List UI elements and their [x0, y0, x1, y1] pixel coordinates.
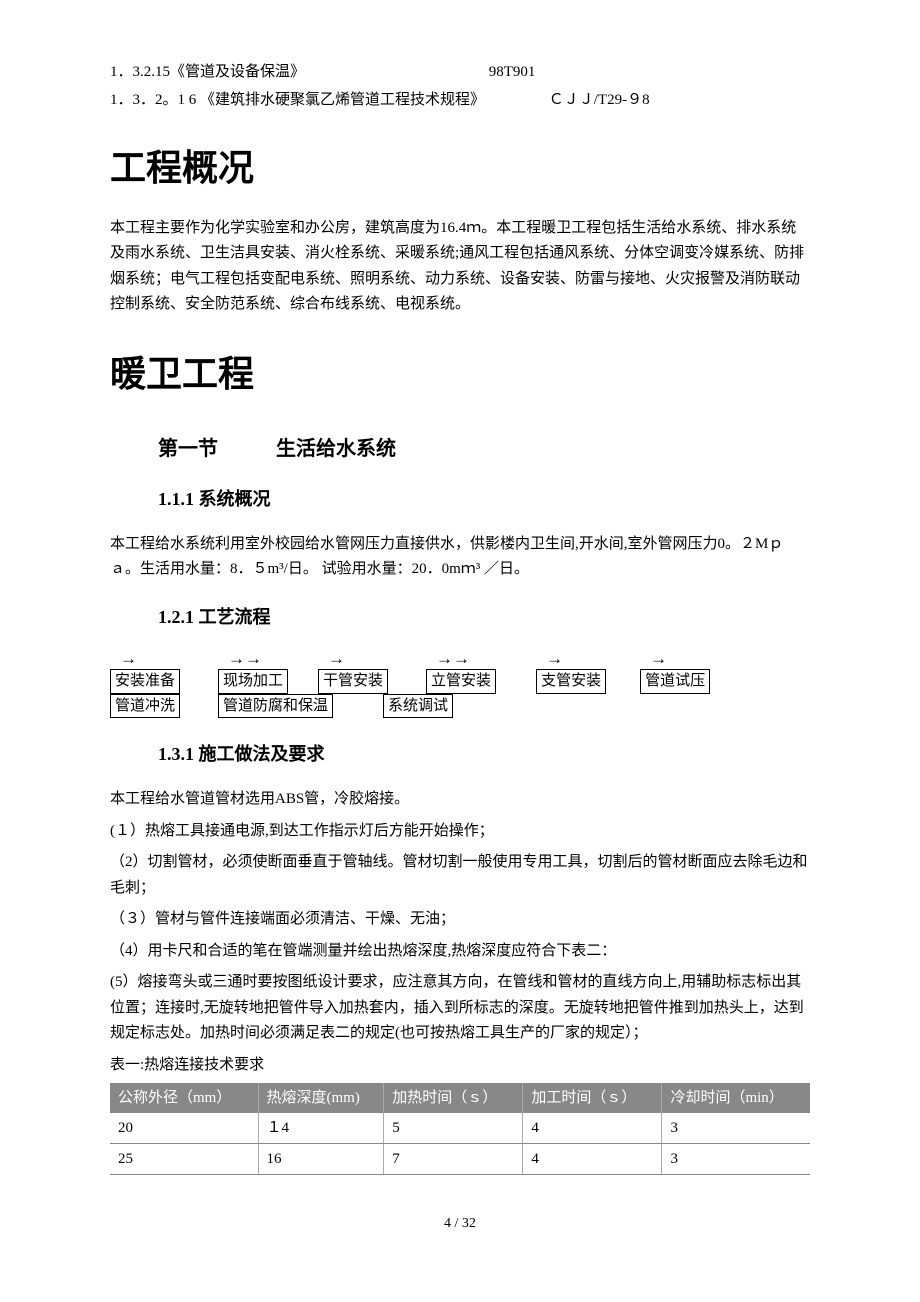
ref-code-2: ＣＪＪ/T29-９8 — [549, 88, 650, 112]
flow-step: → 管道试压 — [640, 650, 710, 694]
flow-step: → 安装准备 — [110, 650, 180, 694]
overview-paragraph: 本工程主要作为化学实验室和办公房，建筑高度为16.4ｍ。本工程暖卫工程包括生活给… — [110, 216, 810, 318]
heading-hvac: 暖卫工程 — [110, 346, 810, 404]
paragraph-1-3-1: 本工程给水管道管材选用ABS管，冷胶熔接。 (１）热熔工具接通电源,到达工作指示灯… — [110, 787, 810, 1047]
flow-box: 现场加工 — [218, 669, 288, 694]
table-cell: 25 — [110, 1143, 258, 1174]
flow-step: → 支管安装 — [536, 650, 606, 694]
flow-box: 立管安装 — [426, 669, 496, 694]
heading-overview: 工程概况 — [110, 140, 810, 198]
hot-melt-table: 公称外径（mm）热熔深度(mm)加热时间（ｓ）加工时间（ｓ）冷却时间（min） … — [110, 1083, 810, 1175]
table-row: 2516743 — [110, 1143, 810, 1174]
flow-step: →→ 现场加工 — [218, 650, 288, 694]
reference-line-1: 1．3.2.15《管道及设备保温》 98T901 — [110, 60, 810, 84]
ref-label-1: 1．3.2.15《管道及设备保温》 — [110, 64, 305, 80]
flow-row-2: 管道冲洗 管道防腐和保温 系统调试 — [110, 694, 810, 719]
table-header-cell: 加工时间（ｓ） — [523, 1083, 662, 1113]
procedure-line: (5）熔接弯头或三通时要按图纸设计要求，应注意其方向，在管线和管材的直线方向上,… — [110, 970, 810, 1047]
procedure-line: （4）用卡尺和合适的笔在管端测量并绘出热熔深度,热熔深度应符合下表二： — [110, 939, 810, 965]
page-footer: 4 / 32 — [110, 1213, 810, 1235]
table-caption: 表一:热熔连接技术要求 — [110, 1053, 810, 1077]
arrow-icon: → — [640, 650, 667, 667]
flow-box: 系统调试 — [383, 694, 453, 719]
flow-box: 管道防腐和保温 — [218, 694, 333, 719]
table-cell: 4 — [523, 1143, 662, 1174]
table-row: 20１4543 — [110, 1113, 810, 1144]
section-1-title: 生活给水系统 — [276, 438, 396, 460]
flow-row-1: → 安装准备 →→ 现场加工 → 干管安装 →→ 立管安装 → 支管安装 → 管道试压 — [110, 650, 810, 694]
flow-box: 管道试压 — [640, 669, 710, 694]
subheading-1-2-1: 1.2.1 工艺流程 — [110, 603, 810, 632]
flow-step: →→ 立管安装 — [426, 650, 496, 694]
table-body: 20１45432516743 — [110, 1113, 810, 1175]
procedure-line: 本工程给水管道管材选用ABS管，冷胶熔接。 — [110, 787, 810, 813]
subheading-1-1-1: 1.1.1 系统概况 — [110, 485, 810, 514]
table-cell: 3 — [662, 1143, 810, 1174]
flow-box: 支管安装 — [536, 669, 606, 694]
table-header-row: 公称外径（mm）热熔深度(mm)加热时间（ｓ）加工时间（ｓ）冷却时间（min） — [110, 1083, 810, 1113]
process-flow-diagram: → 安装准备 →→ 现场加工 → 干管安装 →→ 立管安装 → 支管安装 → 管道试压 管道冲洗 管道防… — [110, 650, 810, 719]
section-1-number: 第一节 — [158, 438, 218, 460]
table-cell: 5 — [384, 1113, 523, 1144]
procedure-line: （2）切割管材，必须使断面垂直于管轴线。管材切割一般使用专用工具，切割后的管材断… — [110, 850, 810, 901]
arrow-icon: → — [536, 650, 563, 667]
table-header-cell: 公称外径（mm） — [110, 1083, 258, 1113]
table-header-cell: 冷却时间（min） — [662, 1083, 810, 1113]
table-cell: 7 — [384, 1143, 523, 1174]
arrow-icon: → — [110, 650, 137, 667]
table-cell: 4 — [523, 1113, 662, 1144]
paragraph-1-1-1: 本工程给水系统利用室外校园给水管网压力直接供水，供影楼内卫生间,开水间,室外管网… — [110, 532, 810, 583]
flow-step: 管道防腐和保温 — [218, 694, 333, 719]
subheading-1-3-1: 1.3.1 施工做法及要求 — [110, 740, 810, 769]
table-cell: 3 — [662, 1113, 810, 1144]
procedure-line: （３）管材与管件连接端面必须清洁、干燥、无油； — [110, 907, 810, 933]
ref-code-1: 98T901 — [489, 60, 536, 84]
procedure-line: (１）热熔工具接通电源,到达工作指示灯后方能开始操作； — [110, 819, 810, 845]
flow-box: 安装准备 — [110, 669, 180, 694]
flow-step: 管道冲洗 — [110, 694, 180, 719]
flow-box: 干管安装 — [318, 669, 388, 694]
table-header-cell: 热熔深度(mm) — [258, 1083, 384, 1113]
arrow-icon: →→ — [218, 650, 262, 667]
ref-label-2: 1．3．2。1 6 《建筑排水硬聚氯乙烯管道工程技术规程》 — [110, 92, 485, 108]
section-1-heading: 第一节 生活给水系统 — [110, 433, 810, 465]
flow-step: 系统调试 — [383, 694, 453, 719]
table-cell: 16 — [258, 1143, 384, 1174]
table-header-cell: 加热时间（ｓ） — [384, 1083, 523, 1113]
table-cell: １4 — [258, 1113, 384, 1144]
table-cell: 20 — [110, 1113, 258, 1144]
reference-line-2: 1．3．2。1 6 《建筑排水硬聚氯乙烯管道工程技术规程》 ＣＪＪ/T29-９8 — [110, 88, 810, 112]
arrow-icon: →→ — [426, 650, 470, 667]
arrow-icon: → — [318, 650, 345, 667]
flow-step: → 干管安装 — [318, 650, 388, 694]
flow-box: 管道冲洗 — [110, 694, 180, 719]
